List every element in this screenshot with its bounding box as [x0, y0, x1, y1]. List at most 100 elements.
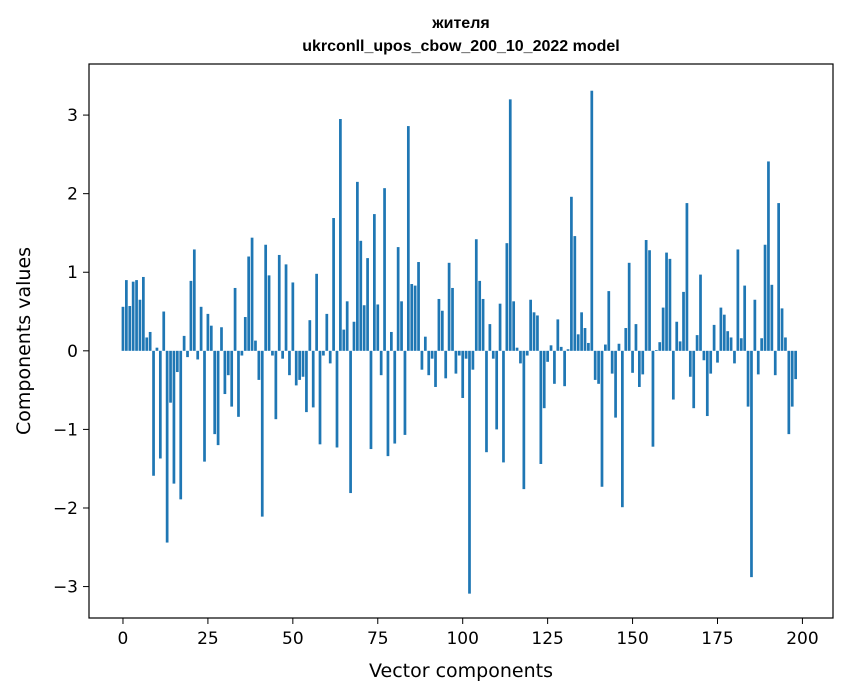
bar-19 — [186, 350, 189, 358]
bar-119 — [525, 350, 529, 356]
bar-107 — [485, 350, 488, 453]
bar-144 — [610, 350, 614, 374]
bar-197 — [790, 350, 794, 407]
bar-179 — [729, 337, 733, 351]
x-tick-label: 50 — [282, 629, 304, 649]
bar-95 — [444, 350, 448, 379]
bar-81 — [396, 247, 400, 351]
bar-2 — [128, 306, 132, 351]
bar-155 — [648, 250, 651, 351]
x-tick-label: 75 — [367, 629, 389, 649]
y-tick-label: 3 — [67, 106, 78, 126]
bar-123 — [539, 350, 543, 464]
bar-138 — [590, 90, 594, 351]
bar-14 — [169, 350, 172, 403]
bar-84 — [406, 126, 410, 351]
bar-160 — [665, 252, 668, 351]
x-tick-label: 125 — [531, 629, 563, 649]
bar-24 — [203, 350, 206, 462]
bar-35 — [240, 350, 244, 356]
bar-145 — [614, 350, 617, 418]
bar-38 — [250, 237, 254, 351]
bar-159 — [661, 307, 665, 351]
bar-173 — [709, 350, 713, 374]
bar-28 — [216, 350, 220, 446]
bar-27 — [213, 350, 217, 435]
bar-115 — [512, 301, 516, 351]
bar-122 — [536, 315, 539, 351]
bar-7 — [145, 337, 149, 351]
bar-8 — [148, 331, 152, 351]
bar-97 — [451, 287, 454, 351]
bar-152 — [638, 350, 641, 387]
bar-105 — [478, 280, 482, 351]
bar-174 — [712, 324, 716, 351]
bar-154 — [644, 240, 648, 351]
bar-151 — [634, 324, 638, 351]
bar-42 — [264, 244, 268, 351]
bar-112 — [502, 350, 505, 463]
bar-39 — [254, 340, 257, 351]
bar-108 — [488, 324, 492, 351]
y-tick-label: 2 — [67, 185, 78, 205]
bar-82 — [400, 301, 403, 351]
bar-65 — [342, 329, 346, 351]
bar-192 — [773, 350, 777, 376]
bar-50 — [291, 282, 295, 351]
bar-167 — [688, 350, 692, 377]
x-tick-label: 200 — [786, 629, 818, 649]
bar-106 — [481, 298, 485, 351]
bar-198 — [794, 350, 797, 380]
bar-91 — [430, 350, 434, 359]
bar-161 — [668, 258, 672, 351]
bar-61 — [328, 350, 332, 364]
bar-137 — [587, 342, 590, 351]
bar-178 — [726, 331, 730, 351]
y-tick-label: 0 — [67, 342, 78, 362]
bar-92 — [434, 350, 437, 387]
bar-69 — [356, 181, 359, 351]
bar-1 — [125, 280, 128, 351]
bar-184 — [746, 350, 750, 407]
bar-49 — [288, 350, 291, 376]
bar-147 — [621, 350, 624, 508]
bar-85 — [410, 284, 414, 351]
bar-120 — [529, 299, 532, 351]
bar-30 — [223, 350, 227, 395]
bar-100 — [461, 350, 465, 398]
bar-111 — [498, 303, 502, 351]
bar-129 — [559, 346, 563, 351]
bar-75 — [376, 304, 380, 351]
y-axis-label: Components values — [13, 247, 35, 435]
y-tick-label: −1 — [53, 420, 78, 440]
bar-56 — [311, 350, 315, 408]
bar-72 — [366, 258, 369, 351]
bar-77 — [383, 188, 386, 351]
bar-103 — [471, 350, 475, 370]
bar-98 — [454, 350, 458, 374]
bar-186 — [753, 299, 757, 351]
bar-148 — [624, 328, 628, 351]
bar-172 — [705, 350, 709, 417]
bar-130 — [563, 350, 566, 387]
bar-71 — [362, 305, 366, 351]
bar-23 — [199, 306, 203, 351]
x-tick-label: 100 — [446, 629, 478, 649]
bar-34 — [237, 350, 240, 417]
bar-181 — [736, 249, 740, 351]
bar-86 — [413, 285, 417, 351]
bar-164 — [678, 341, 682, 351]
x-axis-ticks: 0 25 50 75 100 125 150 175 200 — [118, 618, 819, 649]
y-axis-ticks: −3 −2 −1 0 1 2 3 — [53, 106, 89, 598]
bar-55 — [308, 320, 312, 351]
bar-13 — [165, 350, 169, 543]
bar-117 — [519, 350, 522, 364]
bar-124 — [542, 350, 546, 409]
bar-121 — [532, 312, 536, 351]
bar-127 — [553, 350, 556, 384]
bar-104 — [474, 239, 478, 351]
bar-45 — [274, 350, 278, 420]
bar-33 — [233, 287, 237, 351]
bar-20 — [189, 280, 193, 351]
